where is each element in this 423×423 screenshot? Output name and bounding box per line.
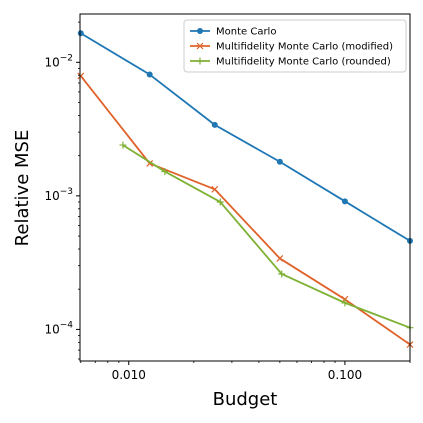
axis-layer: 0.010 0.100 10−4 10−3 10−2	[44, 21, 411, 382]
legend-label: Multifidelity Monte Carlo (rounded)	[216, 57, 391, 68]
y-tick-label: 10−2	[44, 53, 73, 69]
data-point	[276, 255, 284, 262]
y-tick-label: 10−3	[44, 187, 73, 203]
legend-label: Monte Carlo	[216, 27, 276, 38]
data-point	[77, 30, 84, 37]
legend-entry: Monte Carlo	[190, 27, 276, 38]
legend-entry: Multifidelity Monte Carlo (rounded)	[190, 57, 391, 68]
data-point	[211, 121, 218, 128]
y-axis-title: Relative MSE	[12, 130, 33, 247]
data-point	[161, 168, 169, 176]
data-point	[341, 299, 349, 307]
series-line	[80, 32, 411, 242]
data-point	[119, 141, 127, 149]
legend-marker	[196, 42, 204, 50]
series-line	[122, 144, 411, 329]
legend: Monte Carlo Multifidelity Monte Carlo (mo…	[183, 19, 407, 73]
data-point	[146, 71, 153, 78]
legend-box	[183, 19, 407, 73]
legend-marker	[196, 57, 204, 65]
series-3	[119, 141, 414, 332]
x-axis-title: Budget	[213, 389, 278, 410]
data-point	[216, 198, 224, 206]
x-tick-label: 0.100	[328, 368, 362, 382]
legend-marker	[197, 28, 203, 34]
data-point	[211, 185, 219, 193]
y-tick-label: 10−4	[44, 320, 73, 336]
plot-frame	[79, 13, 411, 362]
data-point	[77, 72, 85, 80]
x-tick-label: 0.010	[112, 368, 146, 382]
data-point	[278, 270, 286, 278]
data-point	[276, 158, 283, 165]
legend-entry: Multifidelity Monte Carlo (modified)	[190, 42, 393, 53]
data-point	[341, 198, 348, 205]
legend-label: Multifidelity Monte Carlo (modified)	[216, 42, 393, 53]
